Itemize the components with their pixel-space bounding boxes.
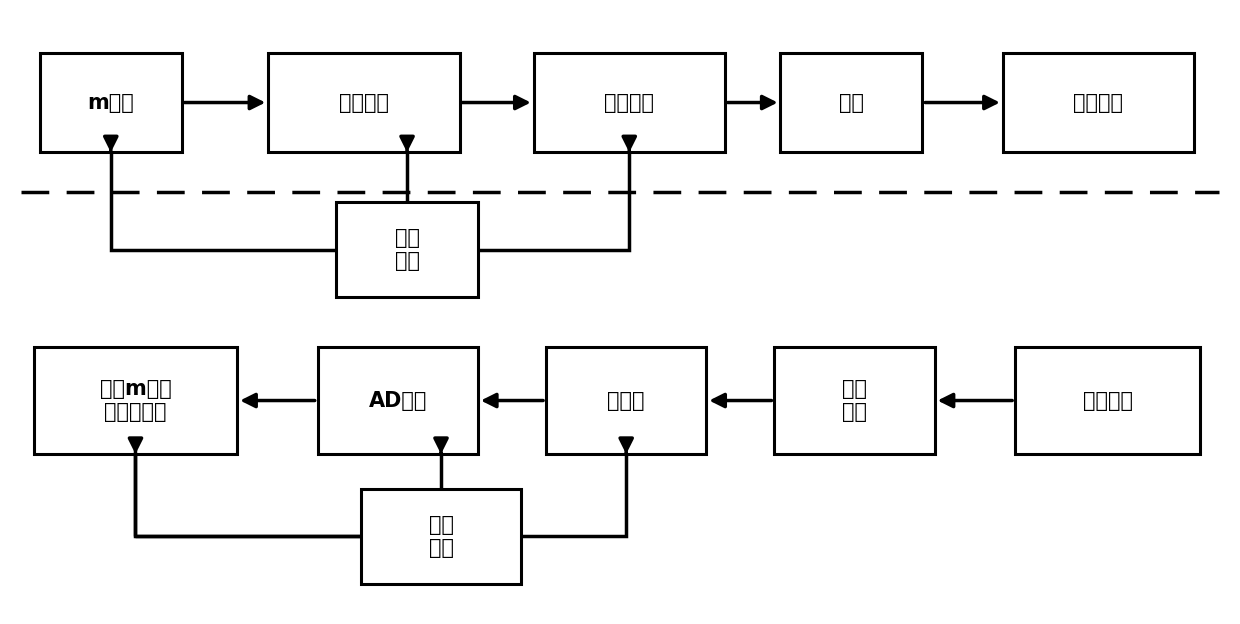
- Bar: [533, 52, 725, 152]
- Text: 发端
锁钟: 发端 锁钟: [394, 228, 419, 271]
- Bar: [33, 347, 237, 454]
- Text: 射频调制: 射频调制: [604, 92, 655, 112]
- Bar: [361, 489, 521, 584]
- Text: 带通
滤波: 带通 滤波: [842, 379, 867, 422]
- Text: 功放: 功放: [839, 92, 864, 112]
- Bar: [546, 347, 707, 454]
- Text: m序列: m序列: [87, 92, 134, 112]
- Text: 本地m序列
滑动相关器: 本地m序列 滑动相关器: [99, 379, 171, 422]
- Text: 基带成形: 基带成形: [339, 92, 389, 112]
- Bar: [1016, 347, 1200, 454]
- Bar: [1003, 52, 1194, 152]
- Bar: [317, 347, 479, 454]
- Bar: [268, 52, 460, 152]
- Bar: [780, 52, 923, 152]
- Text: AD变换: AD变换: [368, 391, 427, 411]
- Text: 发射天线: 发射天线: [1074, 92, 1123, 112]
- Bar: [336, 202, 479, 297]
- Bar: [40, 52, 182, 152]
- Bar: [774, 347, 935, 454]
- Text: 收端
锁钟: 收端 锁钟: [429, 515, 454, 558]
- Text: 接收天线: 接收天线: [1083, 391, 1132, 411]
- Text: 去载波: 去载波: [608, 391, 645, 411]
